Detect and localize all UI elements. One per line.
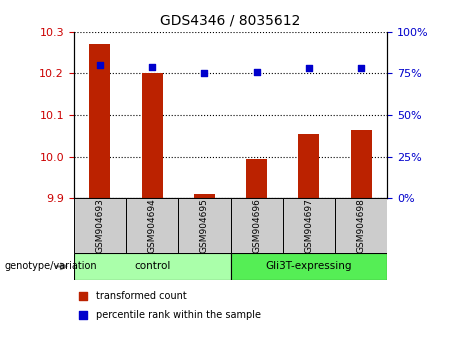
Bar (178, 198, 230, 253)
Text: control: control (134, 261, 170, 272)
Bar (230, 253, 387, 280)
Bar (230, 198, 283, 253)
Point (305, 65, 313, 71)
Bar (283, 198, 335, 253)
Text: Gli3T-expressing: Gli3T-expressing (266, 261, 352, 272)
Text: GSM904695: GSM904695 (200, 198, 209, 253)
Bar (89, 44, 110, 198)
Text: GSM904697: GSM904697 (304, 198, 313, 253)
Text: GSM904696: GSM904696 (252, 198, 261, 253)
Point (253, 69, 260, 75)
Bar (194, 194, 215, 198)
Bar (126, 198, 178, 253)
Bar (74, 253, 230, 280)
Bar (351, 130, 372, 198)
Point (79, 293, 87, 299)
Point (201, 70, 208, 76)
Text: genotype/variation: genotype/variation (5, 261, 97, 272)
Text: GSM904694: GSM904694 (148, 198, 157, 253)
Bar (74, 198, 126, 253)
Point (148, 64, 156, 70)
Text: GSM904693: GSM904693 (95, 198, 104, 253)
Text: transformed count: transformed count (96, 291, 186, 301)
Point (357, 65, 365, 71)
Bar (246, 159, 267, 198)
Bar (298, 134, 319, 198)
Text: percentile rank within the sample: percentile rank within the sample (96, 310, 261, 320)
Bar (335, 198, 387, 253)
Point (79, 313, 87, 318)
Title: GDS4346 / 8035612: GDS4346 / 8035612 (160, 14, 301, 28)
Point (96, 62, 104, 68)
Text: GSM904698: GSM904698 (357, 198, 366, 253)
Bar (142, 73, 163, 198)
